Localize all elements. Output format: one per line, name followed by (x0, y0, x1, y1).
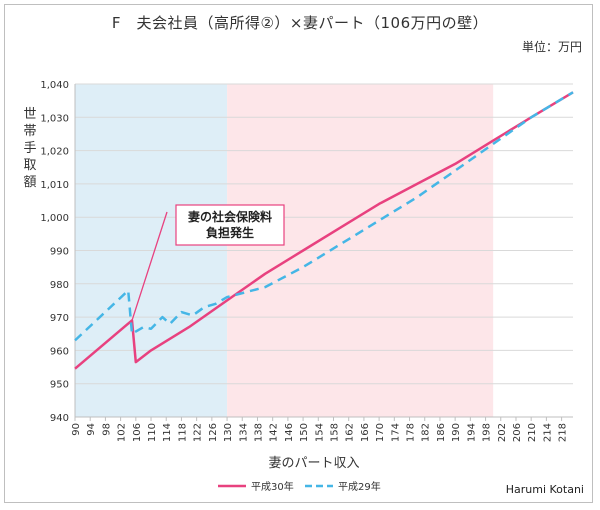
legend-label-1: 平成29年 (338, 480, 381, 493)
x-tick-label: 154 (314, 423, 325, 442)
unit-label: 単位：万円 (521, 40, 582, 54)
y-tick-label: 990 (50, 247, 69, 258)
x-tick-label: 98 (101, 423, 112, 436)
y-tick-label: 960 (50, 346, 69, 357)
y-tick-label: 1,000 (40, 213, 69, 224)
chart-title: F 夫会社員（高所得②）×妻パート（106万円の壁） (111, 14, 489, 32)
x-tick-label: 198 (482, 423, 493, 442)
chart-frame (4, 4, 593, 503)
x-tick-label: 210 (527, 423, 538, 442)
x-tick-label: 178 (406, 423, 417, 442)
series-line-0 (74, 91, 574, 370)
x-tick-label: 186 (436, 423, 447, 442)
x-tick-label: 90 (71, 423, 82, 436)
y-tick-label: 980 (50, 280, 69, 291)
y-tick-label: 950 (50, 380, 69, 391)
x-tick-label: 170 (375, 423, 386, 442)
x-tick-label: 110 (147, 423, 158, 442)
x-tick-label: 138 (253, 423, 264, 442)
y-axis-title-char: 額 (23, 175, 36, 190)
y-axis-title-char: 世 (23, 107, 36, 122)
x-tick-label: 202 (497, 423, 508, 442)
x-tick-label: 166 (360, 423, 371, 442)
x-tick-label: 190 (451, 423, 462, 442)
x-tick-label: 174 (390, 423, 401, 442)
x-tick-label: 158 (330, 423, 341, 442)
x-tick-label: 214 (542, 423, 553, 442)
y-tick-label: 970 (50, 313, 69, 324)
annotation-text: 負担発生 (206, 225, 254, 240)
y-tick-label: 940 (50, 413, 69, 424)
x-tick-label: 162 (345, 423, 356, 442)
y-tick-label: 1,030 (40, 113, 69, 124)
y-tick-label: 1,020 (40, 147, 69, 158)
legend-label-0: 平成30年 (251, 480, 294, 493)
y-axis-title-char: 取 (23, 158, 36, 173)
x-tick-label: 130 (223, 423, 234, 442)
y-axis-title-char: 手 (23, 141, 36, 156)
x-tick-label: 150 (299, 423, 310, 442)
x-tick-label: 126 (208, 423, 219, 442)
x-tick-label: 106 (132, 423, 143, 442)
y-tick-label: 1,040 (40, 80, 69, 91)
x-tick-label: 122 (193, 423, 204, 442)
author-credit: Harumi Kotani (505, 483, 584, 496)
x-tick-label: 118 (177, 423, 188, 442)
x-tick-label: 218 (558, 423, 569, 442)
x-axis-title: 妻のパート収入 (268, 456, 359, 471)
x-tick-label: 182 (421, 423, 432, 442)
x-tick-label: 94 (86, 423, 97, 436)
annotation-text: 妻の社会保険料 (188, 209, 272, 224)
y-axis-title-char: 帯 (23, 124, 36, 139)
annotation-leader (131, 211, 168, 321)
series-line-1 (74, 91, 574, 342)
x-tick-label: 142 (269, 423, 280, 442)
x-tick-label: 114 (162, 423, 173, 442)
x-tick-label: 134 (238, 423, 249, 442)
x-tick-label: 102 (117, 423, 128, 442)
x-tick-label: 146 (284, 423, 295, 442)
x-tick-label: 206 (512, 423, 523, 442)
annotation-box (175, 204, 285, 246)
x-tick-label: 194 (466, 423, 477, 442)
y-tick-label: 1,010 (40, 180, 69, 191)
